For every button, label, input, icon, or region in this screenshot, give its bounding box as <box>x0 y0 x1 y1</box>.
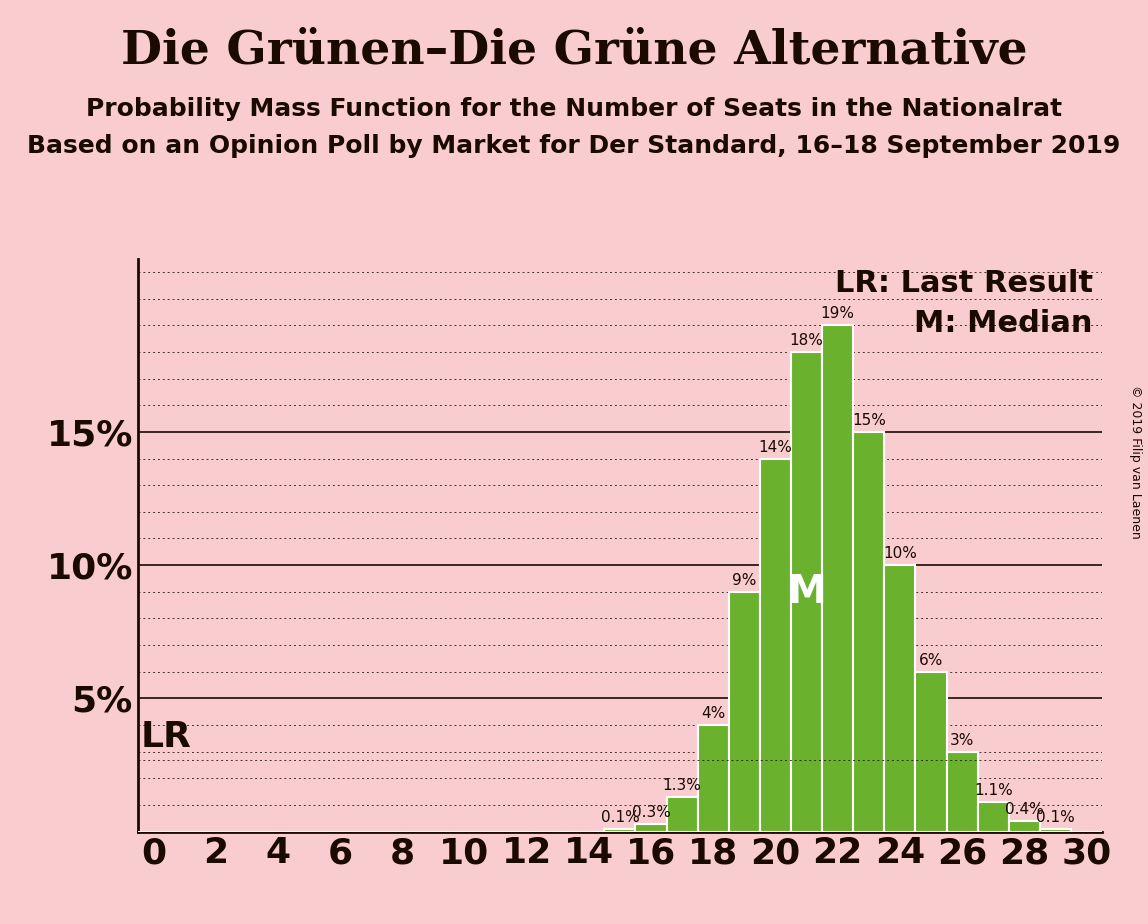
Bar <box>884 565 915 832</box>
Text: © 2019 Filip van Laenen: © 2019 Filip van Laenen <box>1130 385 1142 539</box>
Text: 9%: 9% <box>732 573 757 588</box>
Text: 1.3%: 1.3% <box>662 778 701 793</box>
Bar <box>853 432 884 832</box>
Text: 14%: 14% <box>759 440 792 455</box>
Text: M: M <box>788 573 825 611</box>
Text: Probability Mass Function for the Number of Seats in the Nationalrat: Probability Mass Function for the Number… <box>86 97 1062 121</box>
Bar <box>947 751 978 832</box>
Bar <box>667 797 698 832</box>
Text: 0.1%: 0.1% <box>600 810 639 825</box>
Text: 19%: 19% <box>821 307 854 322</box>
Text: 15%: 15% <box>852 413 886 428</box>
Bar <box>915 672 947 832</box>
Text: 0.3%: 0.3% <box>631 805 670 820</box>
Text: 4%: 4% <box>701 706 726 721</box>
Text: 1.1%: 1.1% <box>974 784 1013 798</box>
Text: 0.1%: 0.1% <box>1035 810 1075 825</box>
Bar <box>729 591 760 832</box>
Text: 18%: 18% <box>790 333 823 348</box>
Text: Based on an Opinion Poll by Market for Der Standard, 16–18 September 2019: Based on an Opinion Poll by Market for D… <box>28 134 1120 158</box>
Bar <box>636 823 667 832</box>
Bar <box>760 458 791 832</box>
Text: Die Grünen–Die Grüne Alternative: Die Grünen–Die Grüne Alternative <box>121 28 1027 74</box>
Bar <box>822 325 853 832</box>
Bar <box>604 829 636 832</box>
Text: LR: Last Result: LR: Last Result <box>835 270 1093 298</box>
Text: 3%: 3% <box>949 733 975 748</box>
Text: 0.4%: 0.4% <box>1004 802 1044 817</box>
Bar <box>1009 821 1040 832</box>
Bar <box>978 802 1009 832</box>
Text: LR: LR <box>141 721 192 754</box>
Text: 6%: 6% <box>918 652 944 668</box>
Bar <box>1040 829 1071 832</box>
Text: 10%: 10% <box>883 546 917 561</box>
Text: M: Median: M: Median <box>914 310 1093 338</box>
Bar <box>791 352 822 832</box>
Bar <box>698 725 729 832</box>
